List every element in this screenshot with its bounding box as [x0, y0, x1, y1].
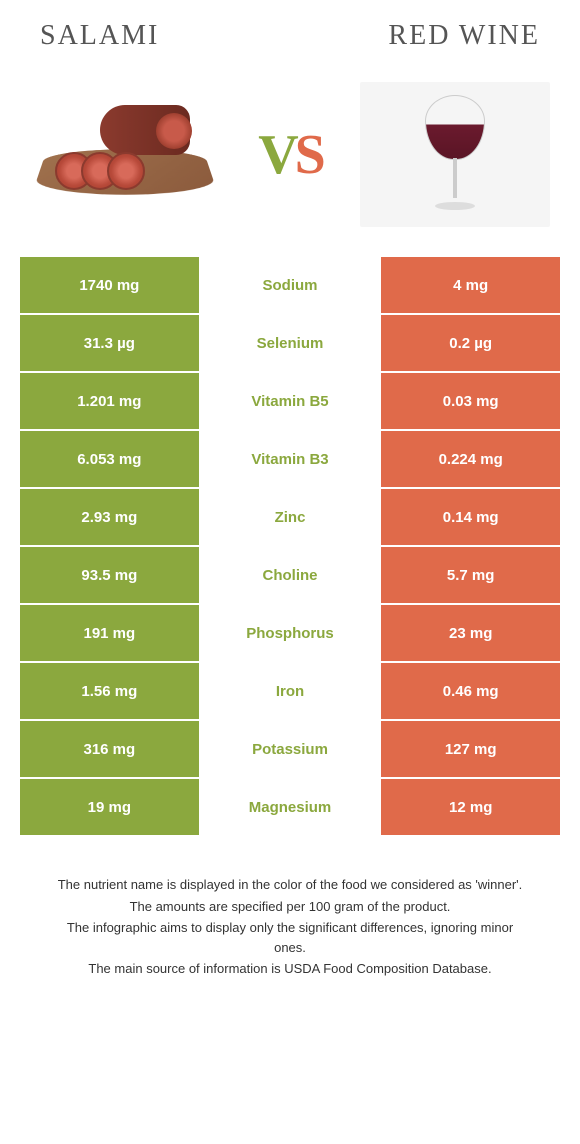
footer-text: The nutrient name is displayed in the co…: [20, 875, 560, 979]
cell-left-value: 316 mg: [20, 721, 199, 777]
cell-right-value: 127 mg: [381, 721, 560, 777]
table-row: 19 mgMagnesium12 mg: [20, 779, 560, 835]
table-row: 6.053 mgVitamin B30.224 mg: [20, 431, 560, 487]
cell-left-value: 93.5 mg: [20, 547, 199, 603]
images-row: VS: [20, 82, 560, 227]
cell-nutrient-label: Magnesium: [201, 779, 380, 835]
cell-right-value: 0.224 mg: [381, 431, 560, 487]
cell-nutrient-label: Iron: [201, 663, 380, 719]
table-row: 2.93 mgZinc0.14 mg: [20, 489, 560, 545]
table-row: 191 mgPhosphorus23 mg: [20, 605, 560, 661]
vs-badge: VS: [258, 123, 322, 187]
table-row: 93.5 mgCholine5.7 mg: [20, 547, 560, 603]
cell-left-value: 1.201 mg: [20, 373, 199, 429]
footer-line-4: The main source of information is USDA F…: [50, 959, 530, 979]
vs-s: S: [295, 124, 322, 186]
cell-nutrient-label: Zinc: [201, 489, 380, 545]
vs-v: V: [258, 124, 294, 186]
wine-illustration: [415, 90, 495, 220]
cell-nutrient-label: Selenium: [201, 315, 380, 371]
salami-illustration: [40, 105, 210, 205]
cell-nutrient-label: Choline: [201, 547, 380, 603]
cell-nutrient-label: Potassium: [201, 721, 380, 777]
cell-left-value: 6.053 mg: [20, 431, 199, 487]
cell-right-value: 0.14 mg: [381, 489, 560, 545]
cell-nutrient-label: Sodium: [201, 257, 380, 313]
table-row: 31.3 µgSelenium0.2 µg: [20, 315, 560, 371]
cell-left-value: 1740 mg: [20, 257, 199, 313]
table-row: 316 mgPotassium127 mg: [20, 721, 560, 777]
salami-image: [30, 82, 220, 227]
table-row: 1740 mgSodium4 mg: [20, 257, 560, 313]
wine-image: [360, 82, 550, 227]
food-left-title: Salami: [40, 20, 159, 52]
table-row: 1.201 mgVitamin B50.03 mg: [20, 373, 560, 429]
cell-left-value: 2.93 mg: [20, 489, 199, 545]
cell-right-value: 12 mg: [381, 779, 560, 835]
cell-nutrient-label: Phosphorus: [201, 605, 380, 661]
cell-left-value: 19 mg: [20, 779, 199, 835]
cell-right-value: 5.7 mg: [381, 547, 560, 603]
cell-right-value: 0.03 mg: [381, 373, 560, 429]
cell-nutrient-label: Vitamin B5: [201, 373, 380, 429]
cell-left-value: 1.56 mg: [20, 663, 199, 719]
footer-line-1: The nutrient name is displayed in the co…: [50, 875, 530, 895]
cell-left-value: 31.3 µg: [20, 315, 199, 371]
cell-nutrient-label: Vitamin B3: [201, 431, 380, 487]
cell-right-value: 23 mg: [381, 605, 560, 661]
food-right-title: Red Wine: [388, 20, 540, 52]
table-row: 1.56 mgIron0.46 mg: [20, 663, 560, 719]
header-row: Salami Red Wine: [20, 20, 560, 52]
footer-line-2: The amounts are specified per 100 gram o…: [50, 897, 530, 917]
comparison-table: 1740 mgSodium4 mg31.3 µgSelenium0.2 µg1.…: [20, 257, 560, 835]
footer-line-3: The infographic aims to display only the…: [50, 918, 530, 957]
cell-right-value: 4 mg: [381, 257, 560, 313]
cell-left-value: 191 mg: [20, 605, 199, 661]
infographic-container: Salami Red Wine VS: [0, 0, 580, 1001]
cell-right-value: 0.2 µg: [381, 315, 560, 371]
cell-right-value: 0.46 mg: [381, 663, 560, 719]
